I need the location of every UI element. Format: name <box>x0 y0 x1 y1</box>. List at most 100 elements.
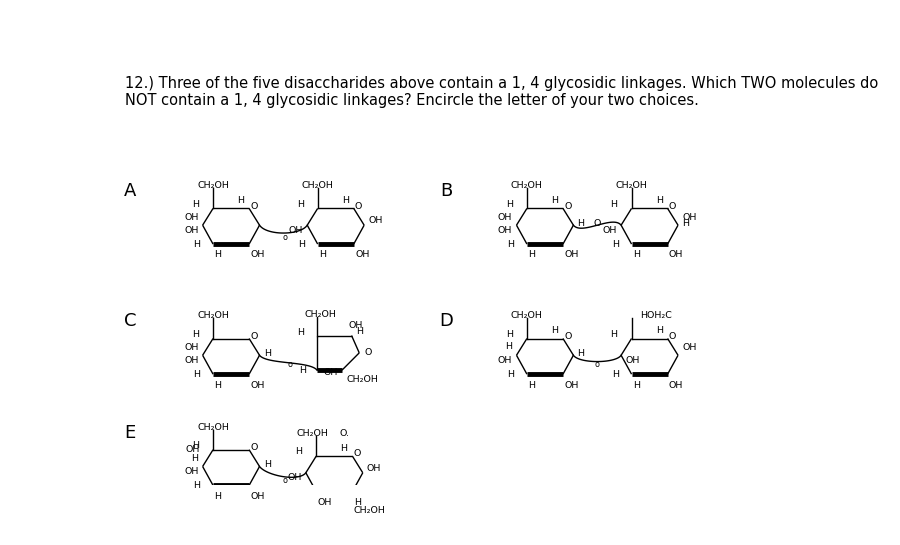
Text: O: O <box>669 202 676 211</box>
Text: OH: OH <box>669 380 683 390</box>
Text: H: H <box>528 380 536 390</box>
Text: H: H <box>505 342 512 352</box>
Text: O: O <box>364 348 372 356</box>
Text: O: O <box>564 202 572 211</box>
Text: H: H <box>356 327 363 336</box>
Text: OH: OH <box>682 343 697 352</box>
Text: OH: OH <box>184 213 198 222</box>
Text: OH: OH <box>626 356 640 365</box>
Text: H: H <box>298 240 305 249</box>
Text: 12.) Three of the five disaccharides above contain a 1, 4 glycosidic linkages. W: 12.) Three of the five disaccharides abo… <box>125 76 878 91</box>
Text: OH: OH <box>250 251 265 259</box>
Text: CH₂OH: CH₂OH <box>197 181 229 190</box>
Text: O: O <box>594 219 601 228</box>
Text: H: H <box>192 330 199 339</box>
Text: H: H <box>192 199 199 209</box>
Text: OH: OH <box>498 356 512 365</box>
Text: OH: OH <box>289 226 303 235</box>
Text: NOT contain a 1, 4 glycosidic linkages? Encircle the letter of your two choices.: NOT contain a 1, 4 glycosidic linkages? … <box>125 93 699 108</box>
Text: H: H <box>238 196 244 205</box>
Text: H: H <box>192 453 198 463</box>
Text: O: O <box>250 202 257 211</box>
Text: H: H <box>612 370 619 379</box>
Text: H: H <box>320 251 326 259</box>
Text: O: O <box>355 202 363 211</box>
Text: HOH₂C: HOH₂C <box>640 311 671 320</box>
Text: H: H <box>508 370 515 379</box>
Text: OH: OH <box>185 445 200 454</box>
Text: E: E <box>124 423 136 441</box>
Text: H: H <box>264 460 271 469</box>
Text: H: H <box>612 240 619 249</box>
Text: O: O <box>354 450 361 458</box>
Text: OH: OH <box>250 380 265 390</box>
Text: H: H <box>578 349 585 358</box>
Text: B: B <box>440 182 452 201</box>
Text: H: H <box>194 481 201 490</box>
Text: o: o <box>287 360 292 369</box>
Text: o: o <box>595 360 599 369</box>
Text: H: H <box>656 196 662 205</box>
Text: H: H <box>633 380 640 390</box>
Text: H: H <box>578 219 585 228</box>
Text: D: D <box>439 312 453 330</box>
Text: H: H <box>551 326 558 336</box>
Text: H: H <box>610 199 617 209</box>
Text: H: H <box>506 199 513 209</box>
Text: OH: OH <box>250 492 265 501</box>
Text: O: O <box>564 332 572 341</box>
Text: CH₂OH: CH₂OH <box>346 375 378 384</box>
Text: H: H <box>264 349 271 358</box>
Text: H: H <box>354 498 361 507</box>
Text: OH: OH <box>564 251 579 259</box>
Text: CH₂OH: CH₂OH <box>511 181 543 190</box>
Text: OH: OH <box>368 216 382 226</box>
Text: H: H <box>298 328 304 337</box>
Text: H: H <box>682 219 689 228</box>
Text: H: H <box>551 196 558 205</box>
Text: CH₂OH: CH₂OH <box>511 311 543 320</box>
Text: OH: OH <box>603 226 616 235</box>
Text: OH: OH <box>318 498 332 507</box>
Text: H: H <box>342 196 349 205</box>
Text: H: H <box>214 492 221 501</box>
Text: A: A <box>124 182 136 201</box>
Text: OH: OH <box>564 380 579 390</box>
Text: OH: OH <box>287 473 302 482</box>
Text: OH: OH <box>682 213 697 222</box>
Text: O: O <box>250 332 257 341</box>
Text: CH₂OH: CH₂OH <box>197 311 229 320</box>
Text: H: H <box>194 240 201 249</box>
Text: H: H <box>506 330 513 339</box>
Text: CH₂OH: CH₂OH <box>197 422 229 432</box>
Text: OH: OH <box>367 464 382 473</box>
Text: o: o <box>283 233 287 243</box>
Text: OH: OH <box>184 343 198 352</box>
Text: OH: OH <box>669 251 683 259</box>
Text: o: o <box>283 476 287 485</box>
Text: H: H <box>192 441 199 450</box>
Text: H: H <box>508 240 515 249</box>
Text: H: H <box>656 326 662 336</box>
Text: CH₂OH: CH₂OH <box>304 310 337 319</box>
Text: H: H <box>610 330 617 339</box>
Text: OH: OH <box>184 467 198 476</box>
Text: OH: OH <box>498 226 512 235</box>
Text: H: H <box>194 370 201 379</box>
Text: H: H <box>340 444 347 453</box>
Text: O: O <box>669 332 676 341</box>
Text: H: H <box>528 251 536 259</box>
Text: OH: OH <box>184 226 198 235</box>
Text: H: H <box>633 251 640 259</box>
Text: H: H <box>297 199 303 209</box>
Text: OH: OH <box>323 368 338 377</box>
Text: OH: OH <box>184 356 198 365</box>
Text: CH₂OH: CH₂OH <box>616 181 647 190</box>
Text: CH₂OH: CH₂OH <box>297 429 328 438</box>
Text: O.: O. <box>340 429 350 438</box>
Text: CH₂OH: CH₂OH <box>302 181 334 190</box>
Text: H: H <box>214 380 221 390</box>
Text: OH: OH <box>348 321 363 330</box>
Text: OH: OH <box>356 251 370 259</box>
Text: H: H <box>214 251 221 259</box>
